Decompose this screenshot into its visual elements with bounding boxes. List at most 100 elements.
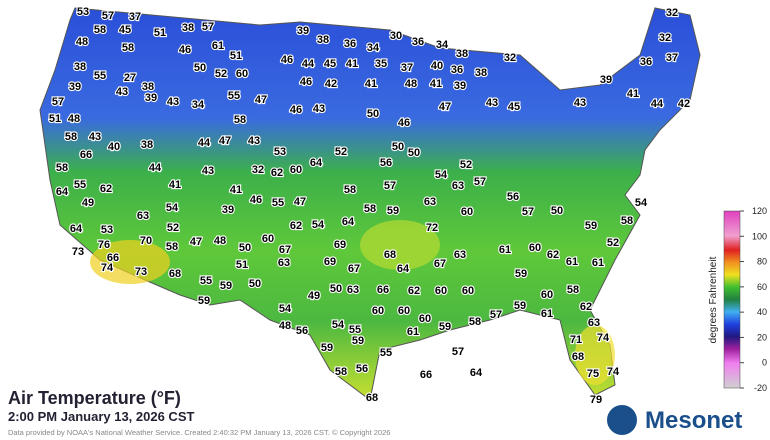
station-value: 55 <box>94 70 106 82</box>
station-value: 58 <box>364 203 376 215</box>
station-value: 60 <box>435 285 447 297</box>
station-value: 39 <box>145 92 157 104</box>
station-value: 54 <box>635 197 648 209</box>
station-value: 41 <box>430 78 442 90</box>
station-value: 43 <box>89 131 101 143</box>
us-map <box>39 7 701 401</box>
station-value: 51 <box>230 50 242 62</box>
colorbar-tick-label: 80 <box>757 257 767 267</box>
station-value: 36 <box>344 38 356 50</box>
station-value: 55 <box>228 90 240 102</box>
station-value: 58 <box>344 184 356 196</box>
station-value: 39 <box>222 204 234 216</box>
station-value: 38 <box>317 34 329 46</box>
station-value: 54 <box>166 202 179 214</box>
station-value: 54 <box>332 319 345 331</box>
station-value: 50 <box>551 205 563 217</box>
colorbar-tick-label: 100 <box>752 231 767 241</box>
station-value: 62 <box>408 285 420 297</box>
station-value: 59 <box>515 268 527 280</box>
station-value: 55 <box>272 197 284 209</box>
station-value: 38 <box>142 81 154 93</box>
station-value: 32 <box>659 32 671 44</box>
station-value: 43 <box>202 165 214 177</box>
station-value: 50 <box>194 62 206 74</box>
station-value: 50 <box>392 141 404 153</box>
station-value: 38 <box>182 22 194 34</box>
station-value: 60 <box>541 289 553 301</box>
legend-label: degrees Fahrenheit <box>708 256 719 343</box>
station-value: 44 <box>149 162 162 174</box>
station-value: 68 <box>384 249 396 261</box>
station-value: 63 <box>452 180 464 192</box>
station-value: 44 <box>198 137 211 149</box>
station-value: 52 <box>607 237 619 249</box>
station-value: 70 <box>140 235 152 247</box>
warm-region <box>575 325 615 385</box>
station-value: 73 <box>72 246 84 258</box>
station-value: 42 <box>678 98 690 110</box>
station-value: 37 <box>666 52 678 64</box>
station-value: 68 <box>366 392 378 404</box>
station-value: 32 <box>252 164 264 176</box>
station-value: 54 <box>435 169 448 181</box>
station-value: 61 <box>541 308 553 320</box>
station-value: 60 <box>419 313 431 325</box>
station-value: 58 <box>166 241 178 253</box>
station-value: 34 <box>436 39 449 51</box>
station-value: 47 <box>439 101 451 113</box>
timestamp: 2:00 PM January 13, 2026 CST <box>8 409 194 424</box>
station-value: 46 <box>300 76 312 88</box>
station-value: 46 <box>281 54 293 66</box>
station-value: 76 <box>98 239 110 251</box>
station-value: 64 <box>397 263 410 275</box>
station-value: 61 <box>499 244 511 256</box>
station-value: 58 <box>56 162 68 174</box>
title: Air Temperature (°F) <box>8 388 181 408</box>
station-value: 63 <box>137 210 149 222</box>
station-value: 34 <box>192 99 205 111</box>
station-value: 43 <box>116 86 128 98</box>
station-value: 60 <box>290 164 302 176</box>
station-value: 43 <box>248 135 260 147</box>
station-value: 55 <box>200 275 212 287</box>
station-value: 59 <box>198 295 210 307</box>
station-value: 36 <box>451 64 463 76</box>
station-value: 52 <box>335 146 347 158</box>
station-value: 44 <box>651 98 664 110</box>
colorbar-tick-label: 120 <box>752 206 767 216</box>
station-value: 64 <box>70 223 83 235</box>
station-value: 43 <box>313 103 325 115</box>
station-value: 66 <box>420 369 432 381</box>
station-value: 39 <box>69 81 81 93</box>
station-value: 46 <box>398 117 410 129</box>
station-value: 64 <box>342 216 355 228</box>
colorbar-tick-label: 60 <box>757 282 767 292</box>
station-value: 63 <box>278 257 290 269</box>
station-value: 71 <box>570 334 582 346</box>
station-value: 48 <box>279 320 291 332</box>
logo-icon <box>607 405 637 435</box>
station-value: 51 <box>154 27 166 39</box>
station-value: 47 <box>190 236 202 248</box>
station-value: 43 <box>486 97 498 109</box>
station-value: 53 <box>101 224 113 236</box>
station-value: 53 <box>77 6 89 18</box>
station-value: 35 <box>375 58 387 70</box>
station-value: 59 <box>321 342 333 354</box>
colorbar-tick-label: 0 <box>762 358 767 368</box>
station-value: 66 <box>377 284 389 296</box>
station-value: 74 <box>101 262 114 274</box>
station-value: 63 <box>454 249 466 261</box>
station-value: 67 <box>348 263 360 275</box>
station-value: 73 <box>135 266 147 278</box>
station-value: 50 <box>239 242 251 254</box>
station-value: 49 <box>308 290 320 302</box>
station-value: 58 <box>335 366 347 378</box>
station-value: 38 <box>74 61 86 73</box>
station-value: 56 <box>380 157 392 169</box>
station-value: 38 <box>475 67 487 79</box>
station-value: 39 <box>600 74 612 86</box>
station-value: 52 <box>215 68 227 80</box>
